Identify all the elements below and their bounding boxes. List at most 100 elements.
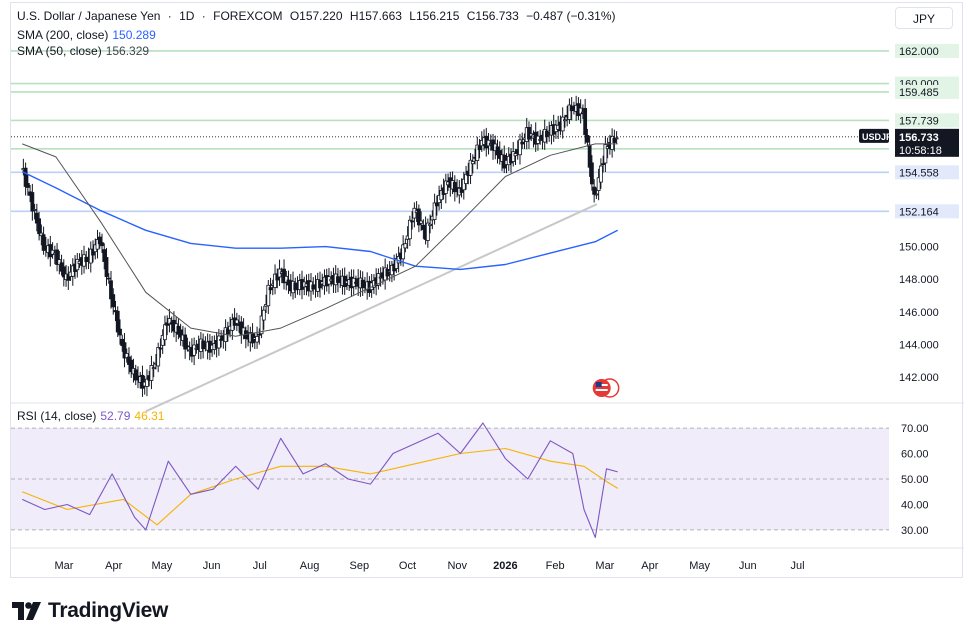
interval[interactable]: 1D (179, 9, 195, 23)
rsi-legend[interactable]: RSI (14, close) 52.79 46.31 (17, 409, 168, 423)
price-tick-label: 144.000 (899, 339, 939, 351)
candle-body (569, 105, 574, 112)
candle-body (160, 335, 165, 346)
candle-body (410, 220, 415, 223)
candle-body (100, 242, 104, 247)
chart-frame: 162.000160.000159.485157.739156.000154.5… (10, 2, 964, 579)
time-tick-label: Feb (546, 560, 565, 572)
symbol-tag-bg (859, 128, 889, 143)
time-tick-label: Jun (739, 560, 757, 572)
candle-body (401, 244, 406, 260)
candle-body (419, 220, 424, 224)
rsi-line (21, 422, 618, 539)
candle-body (520, 141, 525, 145)
sma50-legend[interactable]: SMA (50, close) 156.329 (17, 44, 153, 58)
candle-body (34, 212, 39, 224)
rsi-signal-line (21, 447, 618, 526)
candle-body (592, 186, 597, 195)
candle-body (412, 207, 417, 219)
rsi-tick-label: 60.00 (901, 449, 929, 461)
candle-body (50, 249, 55, 255)
candle-body (598, 165, 603, 183)
candle-body (578, 107, 583, 115)
brand-name: TradingView (48, 599, 169, 622)
candle-body (268, 287, 273, 291)
candle-body (158, 347, 163, 350)
candle-body (145, 378, 149, 387)
candle-body (185, 345, 190, 348)
candle-body (403, 243, 408, 249)
candle-body (75, 258, 80, 271)
candle-body (443, 180, 448, 194)
candle-body (511, 151, 516, 162)
sma200-line (21, 170, 619, 271)
legend-separator: · (164, 9, 176, 23)
candle-body (475, 144, 480, 162)
candle-body (585, 135, 590, 143)
candle-body (385, 268, 390, 277)
level-label: 157.739 (899, 115, 939, 127)
candle-body (151, 367, 156, 370)
candle-body (97, 236, 102, 245)
low-value: 156.215 (415, 9, 460, 23)
candle-body (583, 108, 588, 136)
candle-body (461, 178, 466, 191)
time-tick-label: Mar (595, 560, 614, 572)
candle-body (32, 209, 37, 211)
open-label: O (289, 9, 300, 23)
time-tick-label: Nov (447, 560, 467, 572)
candle-body (104, 257, 109, 277)
candle-body (225, 328, 230, 335)
exchange: FOREXCOM (213, 9, 283, 23)
tradingview-logo[interactable]: TradingView (12, 598, 168, 624)
rsi-tick-label: 70.00 (901, 423, 929, 435)
candle-body (468, 159, 473, 176)
candle-body (513, 153, 518, 157)
sma50-label: SMA (50, close) (17, 44, 102, 58)
candle-body (109, 280, 113, 300)
candle-body (37, 218, 41, 235)
candle-body (156, 347, 161, 367)
time-tick-label: May (689, 560, 710, 572)
candle-body (428, 223, 432, 226)
close-value: 156.733 (475, 9, 519, 23)
candle-body (261, 309, 266, 321)
us-flag-stripe-icon (595, 389, 608, 391)
candle-body (432, 202, 437, 220)
symbol-name[interactable]: U.S. Dollar / Japanese Yen (17, 9, 161, 23)
time-tick-label: May (151, 560, 172, 572)
candle-body (167, 318, 172, 325)
us-flag-icon (592, 379, 611, 397)
currency-button[interactable]: JPY (895, 7, 953, 29)
level-label: 159.485 (899, 87, 939, 99)
candle-body (61, 266, 66, 278)
candle-body (91, 248, 95, 256)
legend-separator: · (198, 9, 210, 23)
price-tick-label: 148.000 (899, 274, 939, 286)
candle-body (30, 192, 35, 212)
level-label-bg (895, 113, 959, 128)
countdown-label: 10:58:18 (899, 145, 942, 157)
candle-body (434, 202, 439, 207)
candle-body (95, 239, 100, 250)
sma200-legend[interactable]: SMA (200, close) 150.289 (17, 28, 160, 42)
symbol-legend: U.S. Dollar / Japanese Yen · 1D · FOREXC… (17, 9, 620, 23)
time-tick-label: Sep (350, 560, 370, 572)
time-tick-label: Jun (203, 560, 221, 572)
candle-body (567, 104, 572, 120)
candle-body (464, 173, 468, 184)
rsi-value: 52.79 (100, 409, 131, 423)
candle-body (439, 190, 444, 201)
candle-body (106, 277, 111, 280)
candle-body (560, 116, 565, 132)
level-label-bg (895, 84, 959, 99)
candle-body (257, 333, 262, 336)
change-value: −0.487 (−0.31%) (526, 9, 616, 23)
open-value: 157.220 (299, 9, 343, 23)
chart-canvas[interactable]: 162.000160.000159.485157.739156.000154.5… (11, 3, 964, 579)
time-tick-label: Apr (641, 560, 658, 572)
candle-body (115, 310, 120, 333)
last-price-bg (895, 128, 959, 157)
time-tick-label: Aug (300, 560, 320, 572)
candle-body (563, 119, 567, 122)
